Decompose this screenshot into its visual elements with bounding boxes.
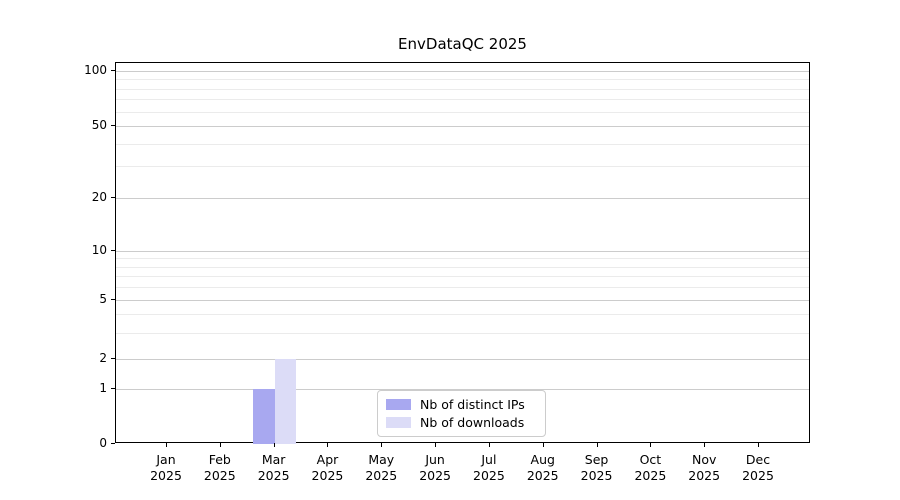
x-tick-label-jul: Jul 2025 [454, 452, 524, 484]
x-tick-year: 2025 [365, 468, 398, 483]
legend-label-downloads: Nb of downloads [420, 415, 525, 430]
x-tick-year: 2025 [257, 468, 290, 483]
x-tick-year: 2025 [742, 468, 774, 483]
x-tick-label-jan: Jan 2025 [131, 452, 201, 484]
x-tick-month: Jun [425, 452, 445, 467]
x-tick-month: Mar [261, 452, 286, 467]
x-tick-label-nov: Nov 2025 [669, 452, 739, 484]
legend-swatch-downloads [386, 417, 411, 428]
x-tick-year: 2025 [580, 468, 613, 483]
y-tick-mark-1 [111, 388, 115, 389]
gridline-major-1 [116, 389, 809, 390]
gridline-minor-60 [116, 111, 809, 113]
y-tick-label-0: 0 [99, 436, 107, 450]
legend-item-downloads: Nb of downloads [386, 415, 537, 430]
y-tick-mark-0 [111, 443, 115, 444]
x-tick-label-may: May 2025 [346, 452, 416, 484]
bar-distinct-ips-mar [253, 389, 275, 444]
x-tick-year: 2025 [150, 468, 182, 483]
y-tick-label-10: 10 [91, 243, 107, 257]
x-tick-month: Jul [481, 452, 497, 467]
x-tick-year: 2025 [311, 468, 344, 483]
y-tick-mark-50 [111, 125, 115, 126]
legend-item-distinct-ips: Nb of distinct IPs [386, 397, 537, 412]
x-tick-year: 2025 [473, 468, 505, 483]
gridline-minor-9 [116, 258, 809, 260]
gridline-minor-80 [116, 88, 809, 90]
gridline-major-50 [116, 126, 809, 127]
gridline-minor-40 [116, 143, 809, 145]
x-tick-month: Nov [691, 452, 717, 467]
x-tick-month: Sep [584, 452, 609, 467]
x-tick-mark-may [381, 443, 383, 447]
gridline-minor-90 [116, 79, 809, 81]
x-tick-mark-dec [758, 443, 760, 447]
gridline-major-100 [116, 71, 809, 72]
y-tick-label-50: 50 [91, 118, 107, 132]
x-tick-label-aug: Aug 2025 [508, 452, 578, 484]
gridline-major-5 [116, 300, 809, 301]
x-tick-label-feb: Feb 2025 [185, 452, 255, 484]
x-tick-label-apr: Apr 2025 [292, 452, 362, 484]
gridline-major-10 [116, 251, 809, 252]
x-tick-year: 2025 [634, 468, 667, 483]
legend-swatch-distinct-ips [386, 399, 411, 410]
x-tick-month: Feb [208, 452, 231, 467]
x-tick-label-sep: Sep 2025 [562, 452, 632, 484]
x-tick-month: Jan [156, 452, 176, 467]
gridline-minor-8 [116, 266, 809, 268]
y-tick-label-1: 1 [99, 381, 107, 395]
y-tick-label-2: 2 [99, 350, 107, 365]
y-tick-mark-100 [111, 70, 115, 71]
gridline-major-2 [116, 358, 809, 360]
x-tick-month: Dec [745, 452, 771, 467]
x-tick-year: 2025 [203, 468, 236, 483]
x-tick-mark-mar [273, 443, 275, 447]
x-tick-month: May [368, 452, 395, 467]
x-tick-label-dec: Dec 2025 [723, 452, 793, 484]
chart-title: EnvDataQC 2025 [398, 35, 527, 53]
y-tick-mark-20 [111, 197, 115, 198]
y-tick-label-100: 100 [84, 63, 107, 77]
plot-area: Nb of distinct IPs Nb of downloads [115, 62, 810, 444]
x-tick-label-oct: Oct 2025 [615, 452, 685, 484]
x-tick-mark-nov [704, 443, 706, 447]
legend-label-distinct-ips: Nb of distinct IPs [420, 397, 525, 412]
gridline-minor-7 [116, 276, 809, 278]
x-tick-month: Apr [316, 452, 339, 467]
x-tick-mark-jun [435, 443, 437, 447]
x-tick-mark-sep [596, 443, 598, 447]
x-tick-mark-oct [650, 443, 652, 447]
x-tick-mark-jul [488, 443, 490, 447]
bar-downloads-mar [274, 358, 297, 444]
x-tick-label-jun: Jun 2025 [400, 452, 470, 484]
gridline-minor-3 [116, 332, 809, 334]
y-tick-label-5: 5 [99, 292, 107, 306]
gridline-minor-30 [116, 166, 809, 168]
y-tick-label-20: 20 [91, 190, 107, 204]
legend: Nb of distinct IPs Nb of downloads [377, 390, 546, 437]
y-tick-mark-5 [111, 299, 115, 300]
x-tick-year: 2025 [688, 468, 721, 483]
x-tick-label-mar: Mar 2025 [239, 452, 309, 484]
x-tick-year: 2025 [526, 468, 559, 483]
gridline-minor-6 [116, 287, 809, 289]
gridline-major-20 [116, 198, 809, 199]
gridline-minor-70 [116, 99, 809, 101]
x-tick-mark-aug [542, 443, 544, 447]
x-tick-mark-feb [219, 443, 221, 447]
x-tick-year: 2025 [419, 468, 451, 483]
x-tick-mark-apr [327, 443, 329, 447]
x-tick-mark-jan [166, 443, 167, 447]
x-tick-month: Aug [530, 452, 555, 467]
y-tick-mark-10 [111, 250, 115, 251]
gridline-minor-4 [116, 314, 809, 316]
x-tick-month: Oct [639, 452, 662, 467]
y-tick-mark-2 [111, 357, 115, 359]
